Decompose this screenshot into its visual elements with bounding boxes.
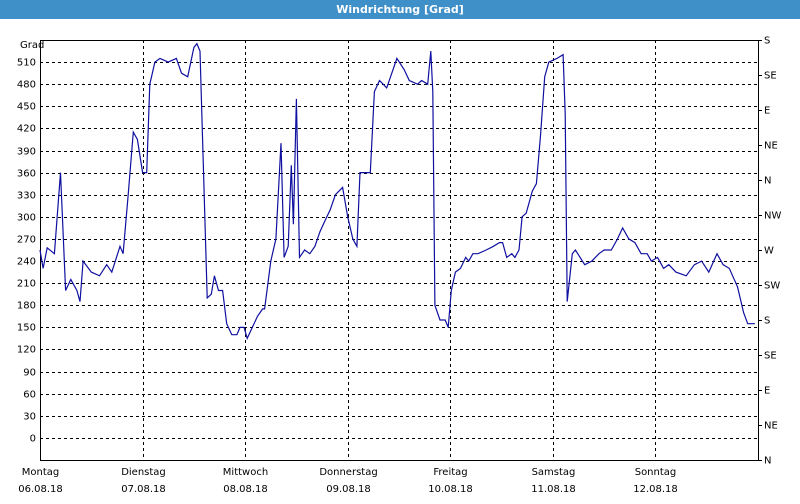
y-tick-label: 480 bbox=[17, 80, 36, 91]
title-bar bbox=[0, 0, 800, 19]
y2-tick-label: N bbox=[764, 176, 771, 187]
y2-tick-label: NE bbox=[764, 421, 778, 432]
y-tick-label: 270 bbox=[17, 235, 36, 246]
y2-tick-label: S bbox=[764, 36, 770, 47]
x-tick-date: 08.08.18 bbox=[223, 484, 268, 495]
y-tick-label: 240 bbox=[17, 257, 36, 268]
y-tick-label: 0 bbox=[30, 434, 36, 445]
y-tick-label: 330 bbox=[17, 191, 36, 202]
y-tick-label: 450 bbox=[17, 102, 36, 113]
y2-tick-label: SW bbox=[764, 281, 780, 292]
x-tick-label: Mittwoch bbox=[223, 467, 268, 478]
x-tick-label: Samstag bbox=[532, 467, 576, 478]
y-tick-label: 420 bbox=[17, 124, 36, 135]
y2-tick-label: W bbox=[764, 246, 774, 257]
y2-tick-label: SE bbox=[764, 351, 777, 362]
y2-tick-label: S bbox=[764, 316, 770, 327]
x-tick-label: Freitag bbox=[433, 467, 467, 478]
x-tick-label: Montag bbox=[22, 467, 59, 478]
y2-tick-label: SE bbox=[764, 71, 777, 82]
y2-tick-label: N bbox=[764, 456, 771, 467]
y-axis-label: Grad bbox=[20, 40, 44, 51]
x-tick-label: Dienstag bbox=[121, 467, 166, 478]
y-tick-label: 210 bbox=[17, 279, 36, 290]
data-line bbox=[39, 42, 755, 341]
x-tick-label: Donnerstag bbox=[319, 467, 377, 478]
y-tick-label: 90 bbox=[23, 368, 36, 379]
chart-title: Windrichtung [Grad] bbox=[336, 3, 464, 16]
y-tick-label: 120 bbox=[17, 345, 36, 356]
y2-tick-label: E bbox=[764, 386, 770, 397]
y-tick-label: 510 bbox=[17, 58, 36, 69]
x-tick-date: 12.08.18 bbox=[633, 484, 678, 495]
y-tick-label: 390 bbox=[17, 147, 36, 158]
y2-tick-label: NW bbox=[764, 211, 781, 222]
y2-tick-label: NE bbox=[764, 141, 778, 152]
y-tick-label: 180 bbox=[17, 301, 36, 312]
x-tick-date: 09.08.18 bbox=[326, 484, 371, 495]
x-tick-date: 10.08.18 bbox=[428, 484, 473, 495]
x-tick-label: Sonntag bbox=[635, 467, 677, 478]
x-tick-date: 11.08.18 bbox=[531, 484, 576, 495]
y-tick-label: 60 bbox=[23, 390, 36, 401]
x-tick-date: 07.08.18 bbox=[121, 484, 166, 495]
y2-tick-label: E bbox=[764, 106, 770, 117]
y-tick-label: 300 bbox=[17, 213, 36, 224]
y-tick-label: 360 bbox=[17, 169, 36, 180]
y-tick-label: 150 bbox=[17, 323, 36, 334]
x-tick-date: 06.08.18 bbox=[18, 484, 63, 495]
y-tick-label: 30 bbox=[23, 412, 36, 423]
